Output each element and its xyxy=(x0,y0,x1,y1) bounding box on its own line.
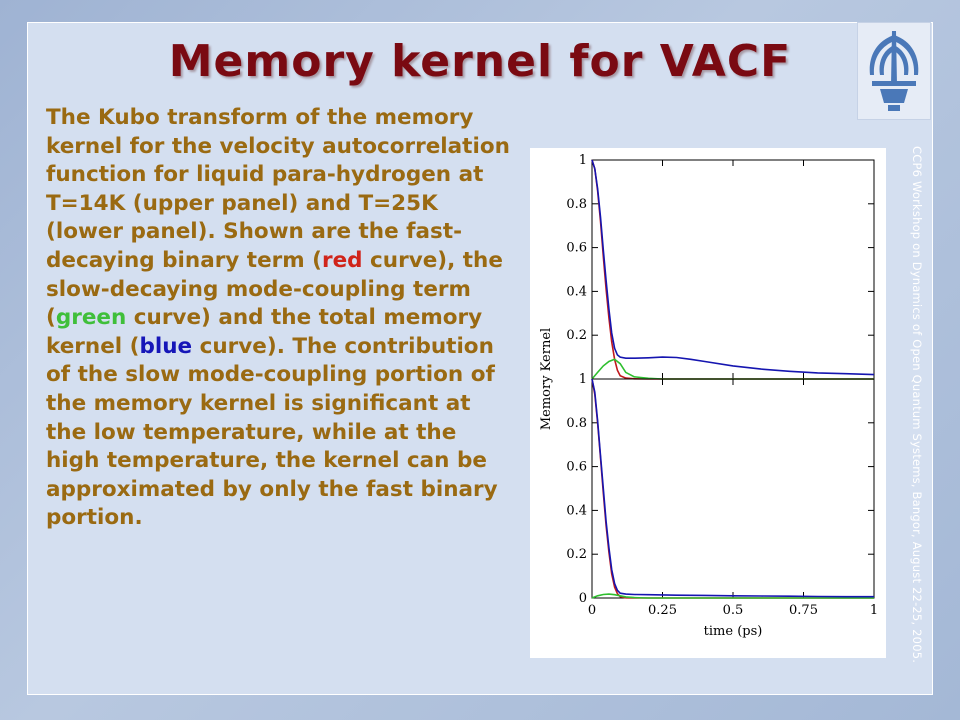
chart-svg: 1 0.2 0.4 0.6 0.8 1 0 0.2 0.4 0.6 0.8 0 0.25 0.5 0.75 1… xyxy=(539,153,878,639)
body-segment: curve). The contribution of the slow mod… xyxy=(46,333,498,531)
blue-curve-word: blue xyxy=(139,333,193,359)
red-curve-word: red xyxy=(321,247,363,273)
body-segment: curve), the slow-decaying mode-coupling … xyxy=(46,247,503,331)
y-tick-label: 0.8 xyxy=(566,197,587,212)
green-curve-word: green xyxy=(55,305,127,331)
y-tick-label: 0.2 xyxy=(566,328,587,343)
series-line-binary-1 xyxy=(591,159,874,380)
memory-kernel-chart: 1 0.2 0.4 0.6 0.8 1 0 0.2 0.4 0.6 0.8 0 0.25 0.5 0.75 1… xyxy=(530,148,886,658)
x-axis-label: time (ps) xyxy=(704,624,763,639)
x-tick-label: 1 xyxy=(870,603,878,618)
panel-frame-2 xyxy=(591,378,875,599)
workshop-footer: CCP6 Workshop on Dynamics of Open Quantu… xyxy=(910,146,924,664)
university-emblem-icon xyxy=(857,22,931,120)
x-tick-label: 0.25 xyxy=(648,603,677,618)
x-tick-label: 0 xyxy=(588,603,596,618)
y-tick-label: 0 xyxy=(579,591,587,606)
slide-title: Memory kernel for VACF xyxy=(168,36,792,87)
series-line-total-1 xyxy=(591,159,875,376)
series-line-mode_coupling-2 xyxy=(591,593,874,599)
y-tick-label: 0.6 xyxy=(566,241,587,256)
slide-body-text: The Kubo transform of the memory kernel … xyxy=(46,104,516,533)
x-tick-label: 0.5 xyxy=(723,603,744,618)
body-segment: curve) and the total memory kernel ( xyxy=(46,305,483,359)
series-line-binary-2 xyxy=(591,378,874,599)
y-tick-label: 1 xyxy=(579,372,587,387)
x-tick-label: 0.75 xyxy=(789,603,818,618)
series-line-total-2 xyxy=(591,378,874,598)
body-segment: The Kubo transform of the memory kernel … xyxy=(46,105,510,273)
panel-frame-1 xyxy=(591,159,875,380)
y-tick-label: 1 xyxy=(579,153,587,168)
y-tick-label: 0.2 xyxy=(566,547,587,562)
y-tick-label: 0.4 xyxy=(566,503,587,518)
y-tick-label: 0.4 xyxy=(566,284,587,299)
y-axis-label: Memory Kernel xyxy=(539,328,554,430)
y-tick-label: 0.8 xyxy=(566,416,587,431)
y-tick-label: 0.6 xyxy=(566,460,587,475)
